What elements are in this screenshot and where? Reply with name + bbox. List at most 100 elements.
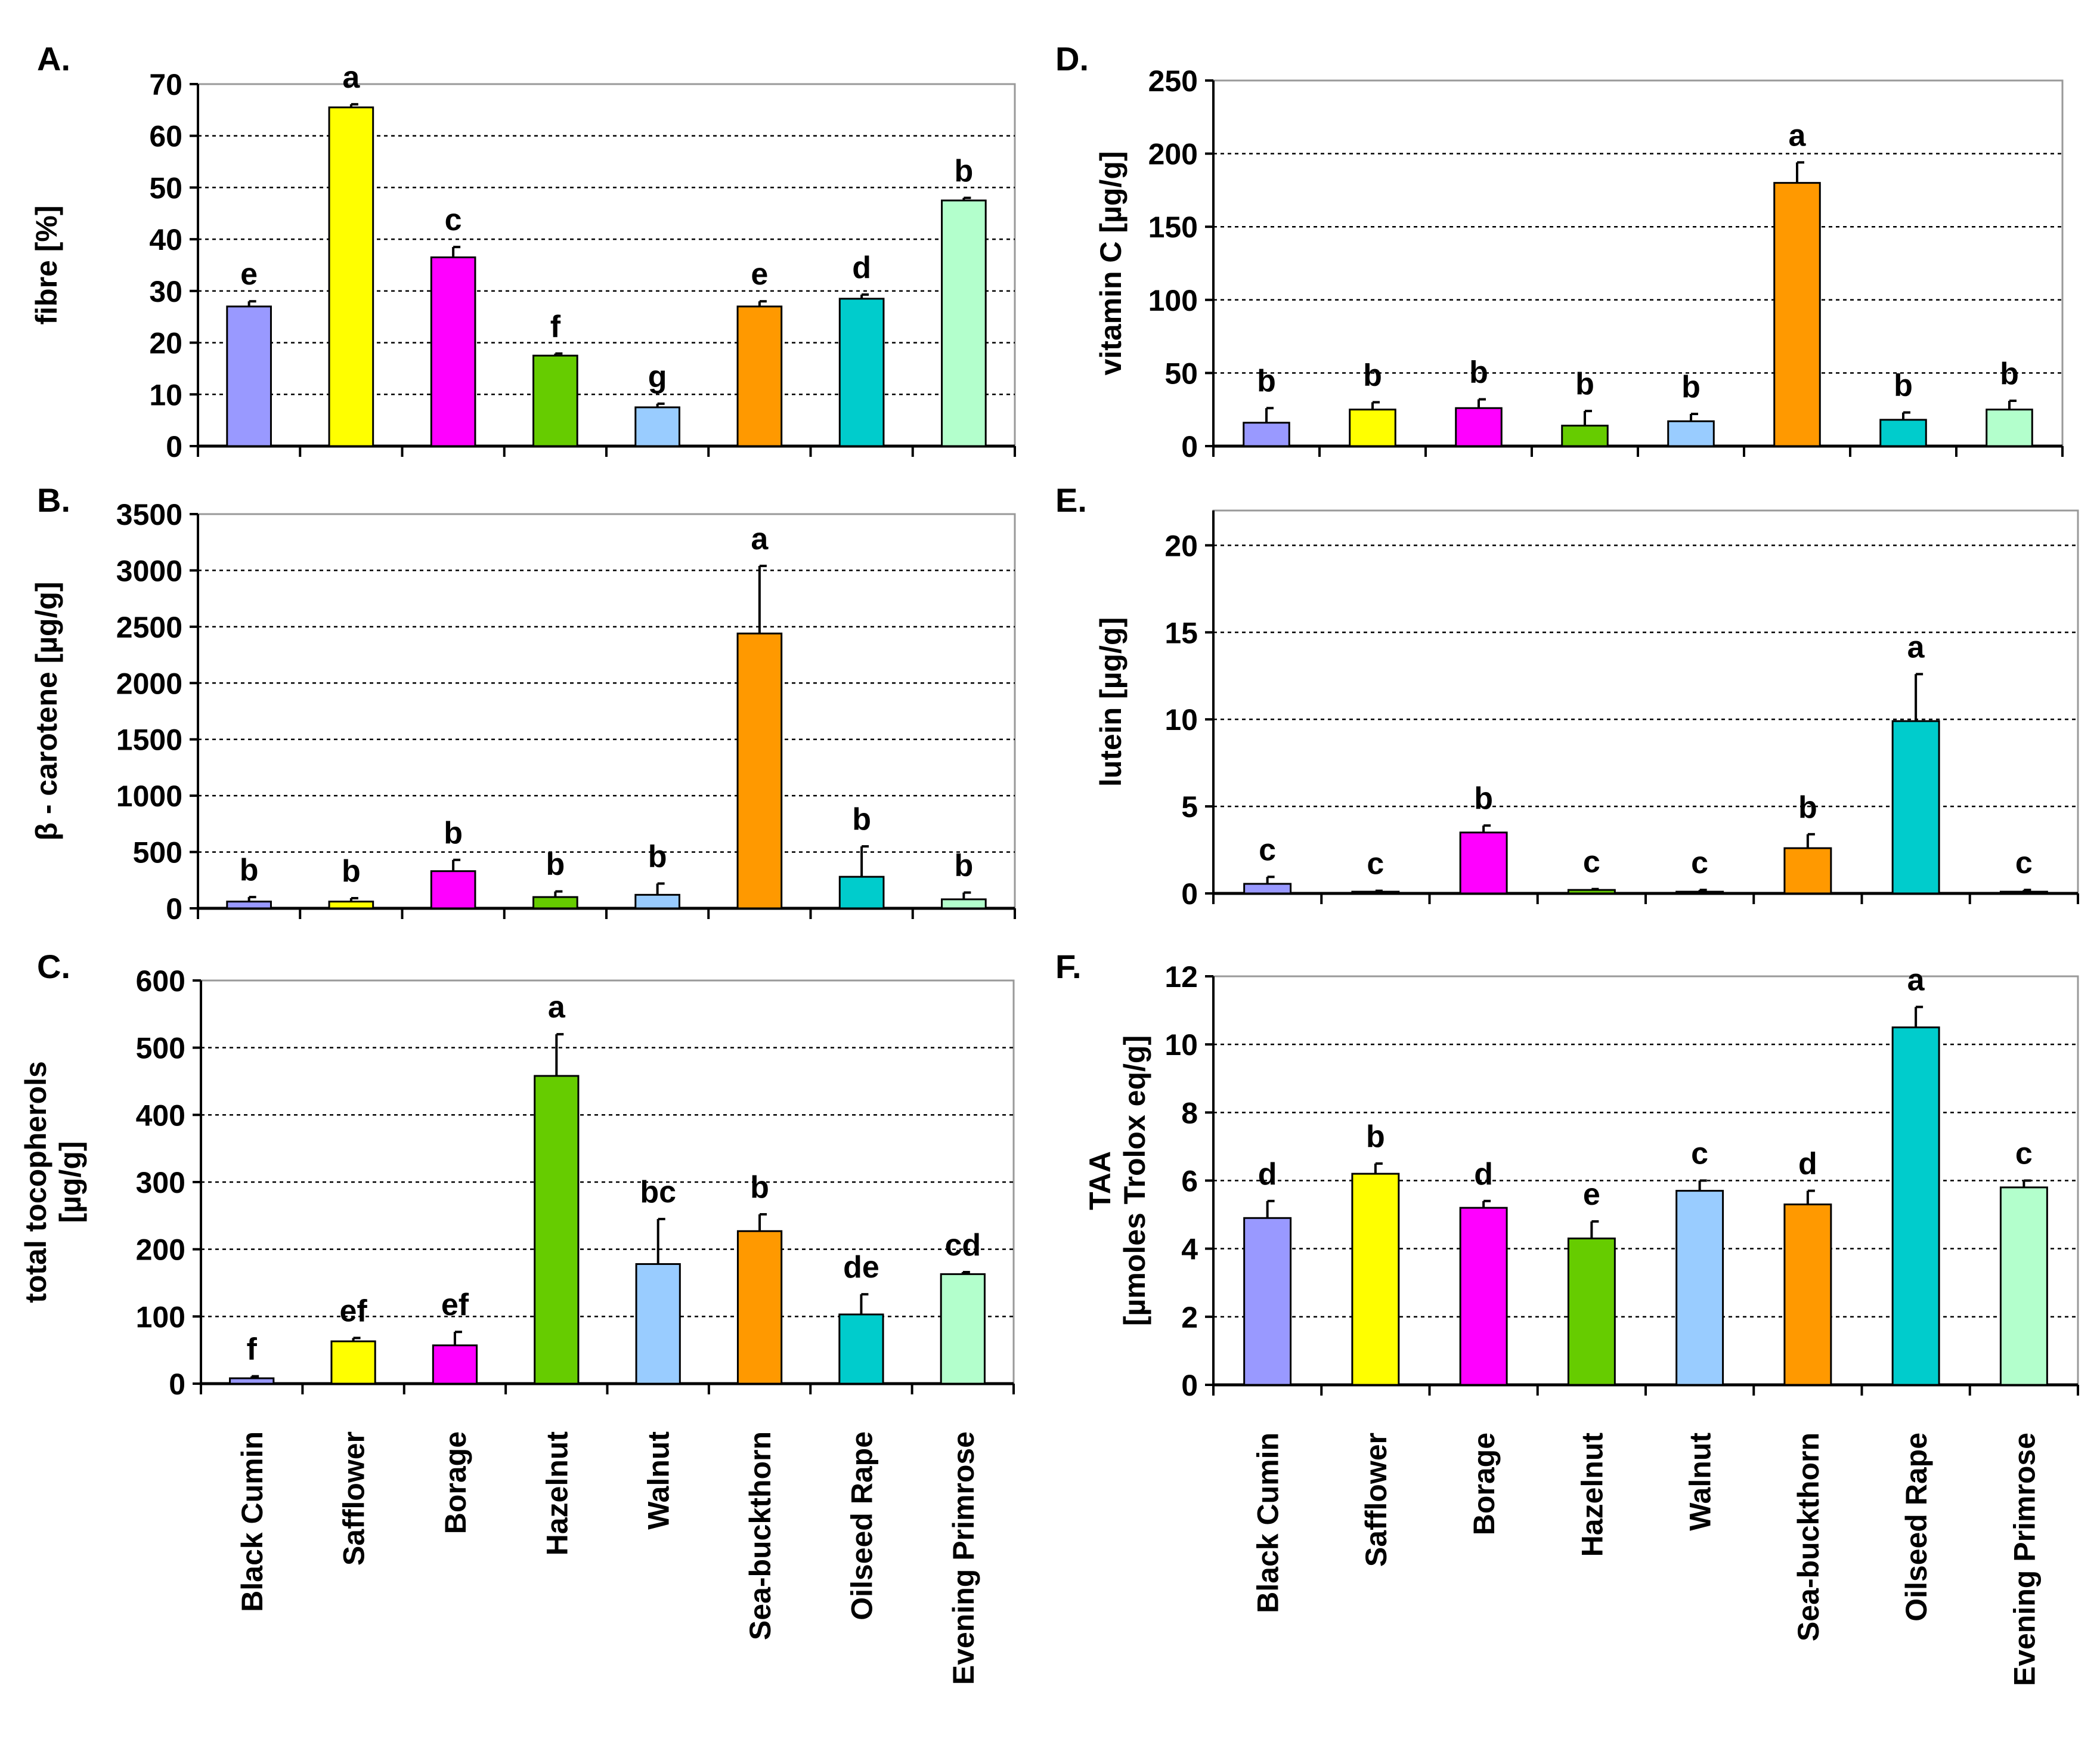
y-tick-label: 3000 (116, 554, 182, 587)
category-label: Sea-buckthorn (744, 1431, 777, 1640)
panel-letter: C. (37, 948, 70, 985)
significance-letter: b (1474, 781, 1493, 816)
significance-letter: d (852, 250, 871, 285)
y-tick-label: 100 (1148, 284, 1198, 317)
bar-black-cumin (1243, 883, 1292, 895)
y-tick-label: 2000 (116, 667, 182, 700)
bar-evening-primrose (941, 199, 987, 447)
category-label: Safflower (337, 1431, 371, 1566)
significance-letter: g (648, 360, 667, 394)
y-tick-label: 200 (1148, 138, 1198, 171)
y-tick-label: 15 (1164, 616, 1198, 649)
bar-sea-buckthorn (1783, 847, 1832, 895)
bar-hazelnut (532, 896, 578, 910)
significance-letter: b (1798, 790, 1817, 825)
significance-letter: a (1907, 630, 1925, 664)
y-tick-label: 500 (133, 836, 182, 870)
significance-letter: b (750, 1170, 769, 1205)
significance-letter: d (1474, 1157, 1493, 1192)
bar-hazelnut (1567, 889, 1616, 895)
significance-letter: c (1583, 845, 1600, 880)
significance-letter: b (1894, 369, 1913, 403)
category-label: Oilseed Rape (1900, 1433, 1933, 1622)
bar-safflower (1351, 1173, 1400, 1386)
significance-letter: a (548, 990, 566, 1025)
significance-letter: b (1681, 370, 1701, 404)
bar-black-cumin (226, 901, 272, 910)
significance-letter: c (1691, 846, 1708, 880)
category-label: Walnut (642, 1431, 676, 1530)
y-tick-label: 6 (1181, 1165, 1198, 1198)
bar-hazelnut (532, 354, 578, 447)
bar-borage (432, 1344, 478, 1385)
significance-letter: b (954, 154, 973, 188)
significance-letter: b (240, 853, 259, 887)
bar-sea-buckthorn (1773, 182, 1821, 447)
bar-walnut (1675, 890, 1724, 895)
y-tick-label: 10 (1164, 703, 1198, 737)
y-tick-label: 0 (166, 892, 182, 926)
category-label: Evening Primrose (947, 1431, 980, 1685)
bar-oilseed-rape (838, 1313, 884, 1385)
bar-oilseed-rape (1891, 1026, 1940, 1386)
significance-letter: d (1798, 1147, 1817, 1181)
significance-letter: c (2015, 1137, 2033, 1171)
bar-black-cumin (1243, 1217, 1292, 1386)
bar-walnut (1667, 420, 1715, 447)
significance-letter: b (1469, 355, 1488, 390)
y-tick-label: 5 (1181, 790, 1198, 824)
panel-a: A. 0 10 20 30 40 50 60 70 fibre [%] e a c f g e d b (30, 40, 1016, 463)
y-tick-label: 0 (166, 430, 182, 463)
y-tick-label: 200 (136, 1233, 185, 1267)
significance-letter: b (954, 849, 973, 883)
y-tick-label: 0 (169, 1368, 185, 1401)
significance-letter: a (1907, 963, 1925, 997)
significance-letter: c (445, 203, 462, 237)
y-tick-label: 0 (1181, 877, 1198, 911)
bar-oilseed-rape (1891, 720, 1940, 895)
y-tick-label: 100 (136, 1300, 185, 1334)
bar-evening-primrose (940, 1273, 986, 1385)
y-axis-title: TAA (1083, 1151, 1117, 1210)
category-label: Safflower (1359, 1433, 1393, 1567)
y-axis-title: [µg/g] (54, 1141, 87, 1223)
category-label: Hazelnut (1575, 1433, 1609, 1557)
category-label: Hazelnut (540, 1431, 574, 1556)
plot-area (197, 513, 1016, 910)
panel-f: F. 0 2 4 6 8 10 12 TAA [µmoles Trolox eq/g] d b d e c d… (1055, 948, 2079, 1686)
significance-letter: ef (339, 1294, 367, 1328)
panel-e: E. 0 5 10 15 20 lutein [µg/g] c c b c c b a c (1055, 481, 2079, 911)
significance-letter: c (1367, 847, 1384, 881)
bar-black-cumin (1243, 422, 1290, 447)
significance-letter: a (342, 60, 360, 95)
y-tick-label: 400 (136, 1099, 185, 1132)
significance-letter: d (1258, 1157, 1277, 1192)
panel-d: D. 0 50 100 150 200 250 vitamin C [µg/g] b b b b b a b… (1055, 40, 2064, 463)
bar-sea-buckthorn (1783, 1203, 1832, 1386)
bar-evening-primrose (1999, 890, 2048, 895)
bar-borage (1459, 1207, 1508, 1386)
significance-letter: c (2015, 846, 2033, 880)
bar-black-cumin (229, 1377, 275, 1385)
panel-b: B. 0 500 1000 1500 2000 2500 3000 3500 β - carote… (30, 481, 1016, 926)
bar-borage (1459, 831, 1508, 895)
category-label: Borage (1467, 1433, 1501, 1535)
y-tick-label: 10 (1164, 1028, 1198, 1062)
panel-letter: E. (1055, 481, 1087, 519)
significance-letter: b (852, 802, 871, 837)
y-tick-label: 12 (1164, 960, 1198, 994)
significance-letter: b (1366, 1119, 1385, 1154)
bar-evening-primrose (941, 898, 987, 910)
y-tick-label: 600 (136, 964, 185, 998)
y-axis-title: lutein [µg/g] (1094, 617, 1128, 787)
significance-letter: e (1583, 1177, 1600, 1212)
significance-letter: e (240, 257, 258, 292)
category-label: Oilseed Rape (845, 1431, 878, 1620)
bar-evening-primrose (1986, 409, 2033, 447)
significance-letter: cd (944, 1228, 981, 1263)
significance-letter: c (1259, 833, 1276, 867)
bar-walnut (634, 406, 680, 447)
bar-black-cumin (226, 305, 272, 447)
significance-letter: a (1789, 118, 1807, 153)
